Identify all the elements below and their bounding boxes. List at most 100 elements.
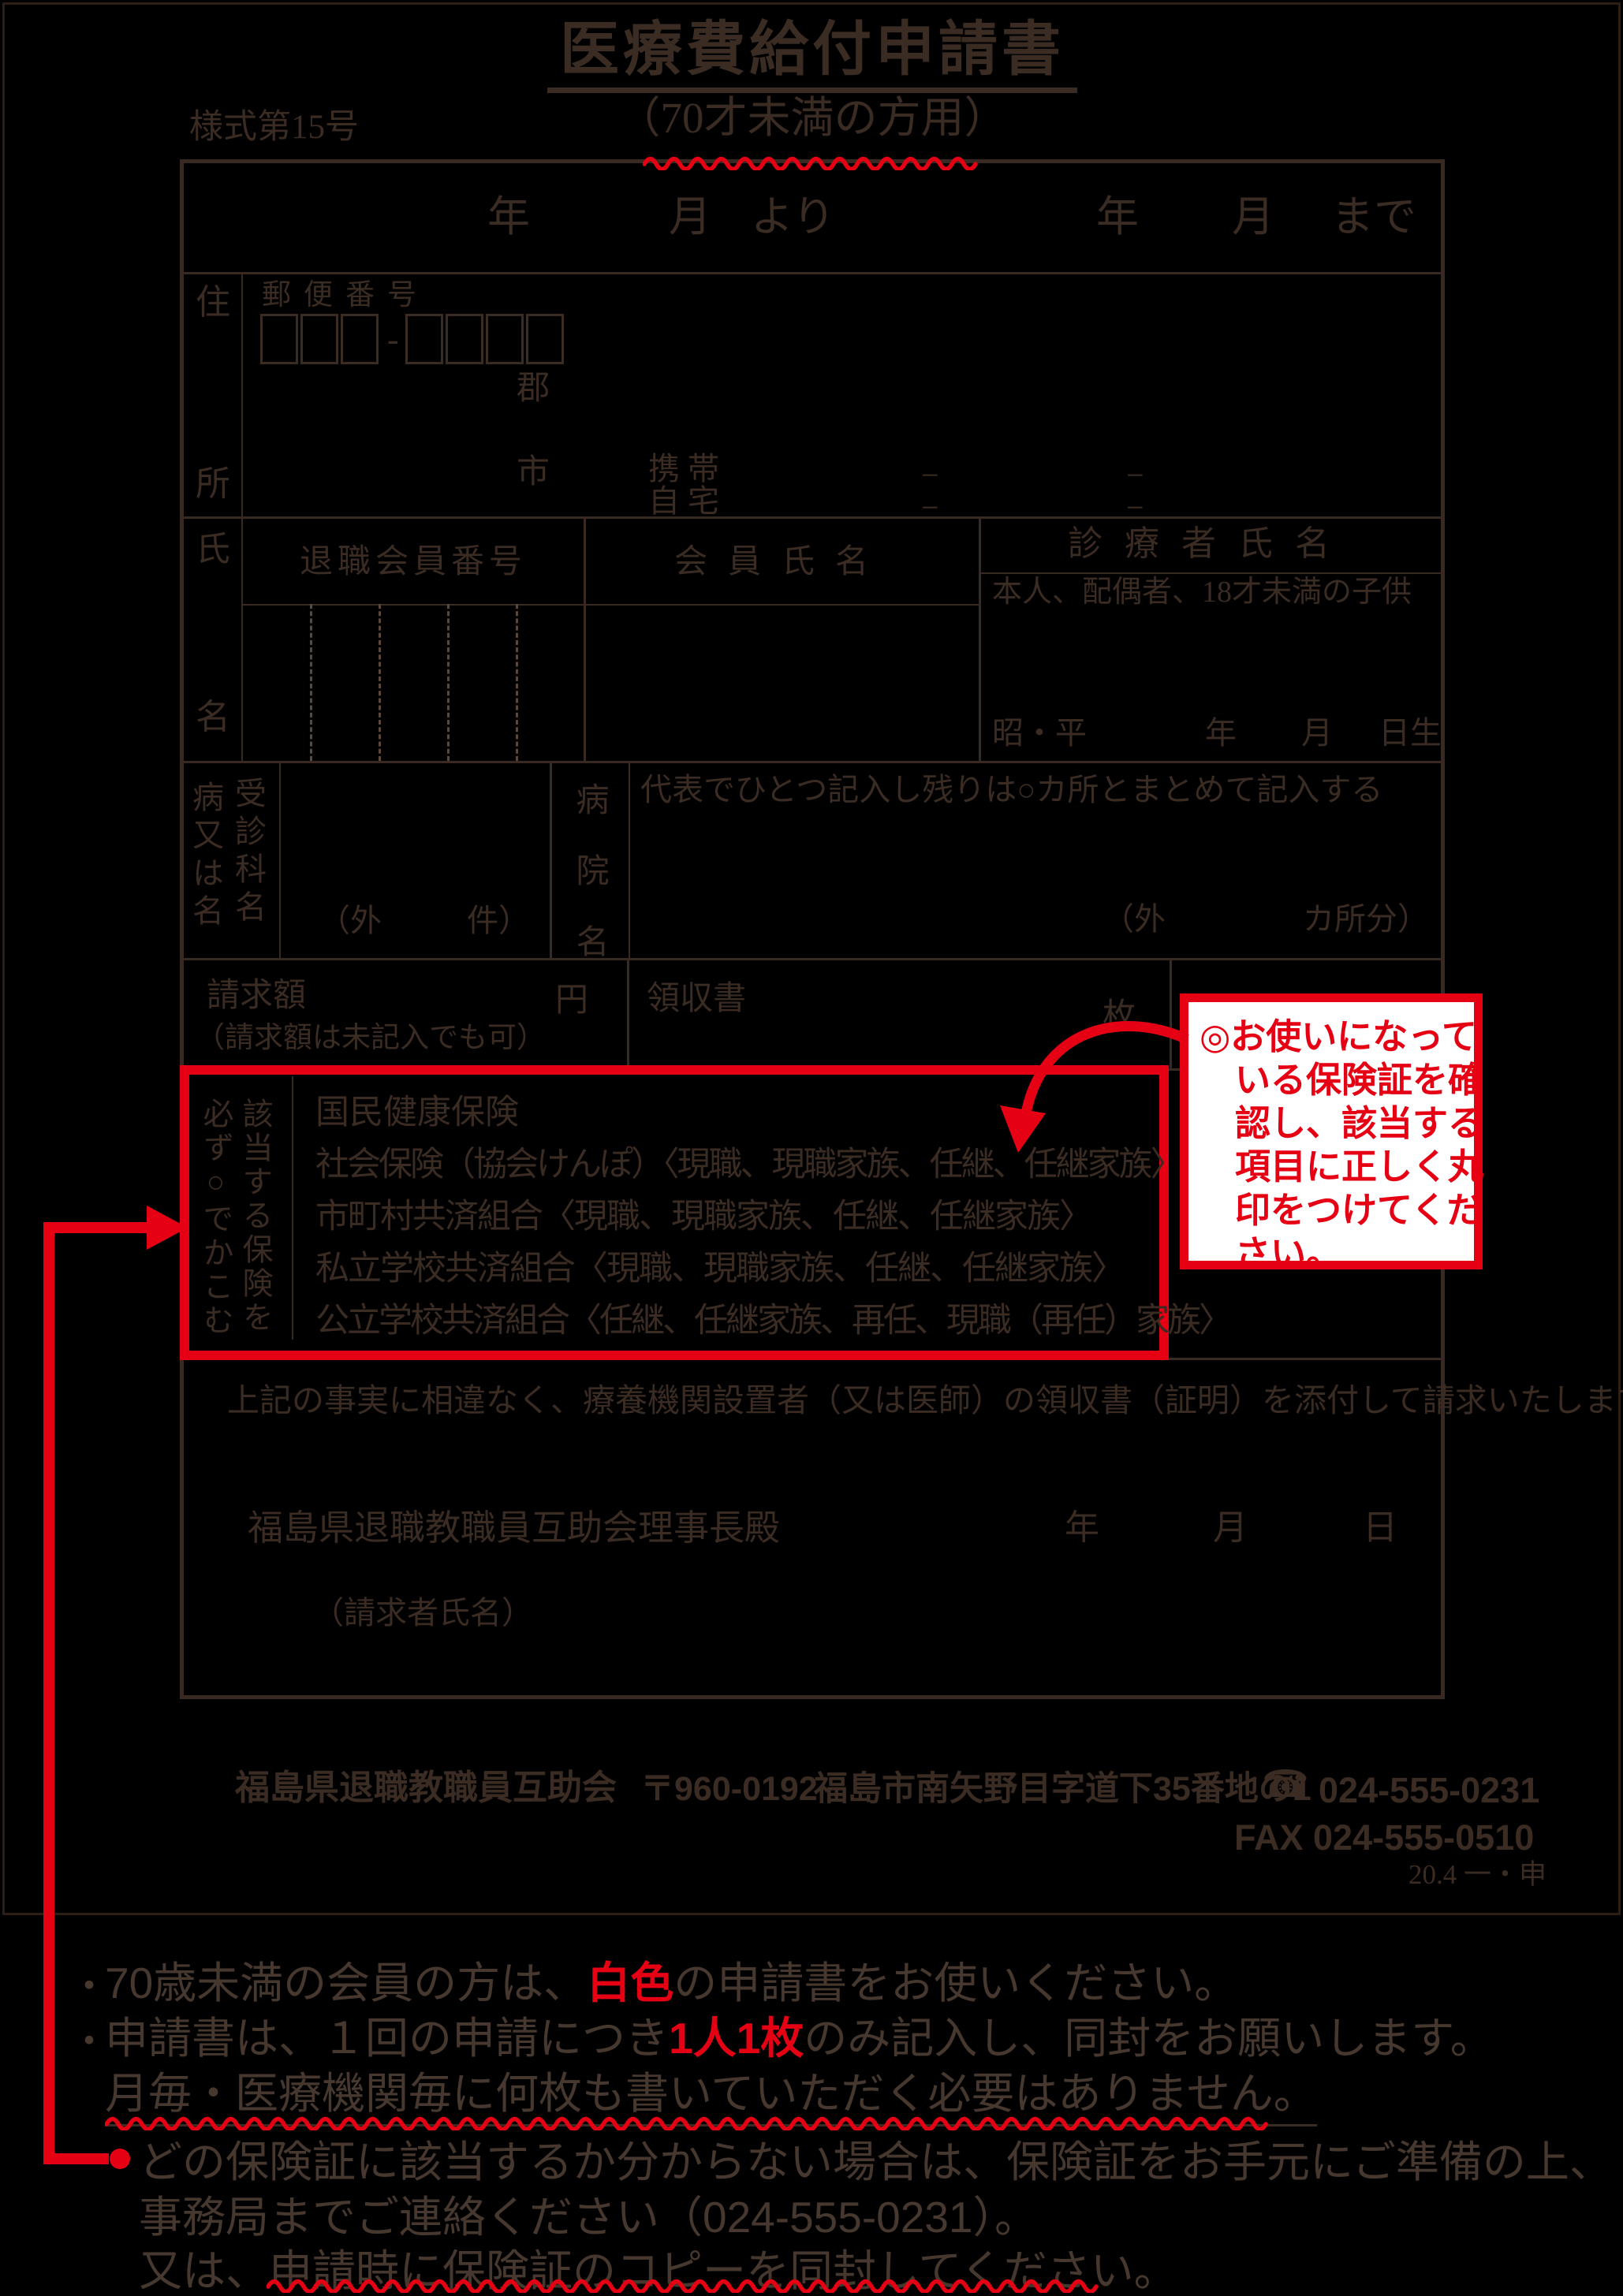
period-from: より — [751, 193, 835, 240]
disease-count-close: 件） — [467, 903, 530, 938]
note-2-pre: 申請書は、１回の申請につき — [105, 2014, 670, 2063]
amount-label: 請求額 — [207, 978, 307, 1014]
patient-sub-note: 本人、配偶者、18才未満の子供 — [992, 576, 1412, 609]
postal-box — [525, 314, 564, 364]
home-dash-1: − — [921, 490, 939, 525]
note-6-pre: 又は、 — [139, 2246, 270, 2295]
insurance-option-shichoson: 市町村共済組合〈現職、現職家族、任継、任継家族〉 — [315, 1198, 1093, 1236]
page-subtitle: （70才未満の方用） — [617, 94, 1008, 142]
form-code: 様式第15号 — [189, 109, 359, 146]
mobile-dash-2: − — [1126, 457, 1144, 493]
city-label: 市 — [517, 454, 550, 490]
footer-address: 福島市南矢野目字道下35番地の1 — [814, 1770, 1311, 1808]
phone-icon: ☎ — [1262, 1764, 1309, 1806]
birth-month: 月 — [1301, 715, 1333, 751]
postal-box — [485, 314, 524, 364]
note-line-4: どの保険証に該当するか分からない場合は、保険証をお手元にご準備の上、 — [139, 2138, 1613, 2186]
postal-hyphen: - — [387, 319, 399, 359]
connector-bullet-dot — [110, 2149, 130, 2169]
note-1-post: の申請書をお使いください。 — [673, 1959, 1238, 2007]
hospital-count-close: カ所分） — [1303, 901, 1429, 937]
postal-code-label: 郵便番号 — [262, 279, 429, 311]
declaration-statement: 上記の事実に相違なく、療養機関設置者（又は医師）の領収書（証明）を添付して請求い… — [227, 1382, 1623, 1418]
period-to: まで — [1331, 193, 1416, 240]
period-month-from: 月 — [669, 193, 711, 240]
note-6-wavy-underline — [266, 2276, 1099, 2294]
note-bullet-1: ・ — [69, 1964, 109, 2008]
footer-fax: FAX 024-555-0510 — [1234, 1817, 1535, 1858]
disease-label-right: 受診科名 — [230, 777, 266, 928]
mobile-label: 携帯 — [648, 451, 727, 486]
note-line-1: 70歳未満の会員の方は、白色の申請書をお使いください。 — [105, 1962, 1237, 2005]
postal-box — [405, 314, 443, 364]
postal-code-boxes: - — [260, 314, 566, 364]
footer-phone: 024-555-0231 — [1319, 1770, 1540, 1810]
footer-postal: 〒960-0192 — [640, 1770, 818, 1808]
birth-year: 年 — [1205, 715, 1237, 751]
note-2-highlight: 1人1枚 — [669, 2014, 804, 2063]
insurance-label-col-right: 該当する保険を — [238, 1098, 272, 1335]
declaration-addressee: 福島県退職教職員互助会理事長殿 — [248, 1508, 781, 1548]
member-no-header: 退職会員番号 — [299, 544, 528, 580]
footer-org: 福島県退職教職員互助会 — [235, 1769, 617, 1807]
birth-day: 日生 — [1379, 715, 1442, 751]
declaration-day: 日 — [1363, 1508, 1397, 1547]
hospital-note: 代表でひとつ記入し残りは○カ所とまとめて記入する — [640, 772, 1383, 807]
amount-yen: 円 — [555, 982, 589, 1019]
declaration-year: 年 — [1065, 1508, 1099, 1547]
annotation-line: さい。 — [1235, 1233, 1342, 1273]
birth-era: 昭・平 — [992, 715, 1087, 751]
note-line-2: 申請書は、１回の申請につき1人1枚のみ記入し、同封をお願いします。 — [105, 2017, 1494, 2060]
note-1-highlight: 白色 — [587, 1959, 674, 2007]
period-month-to: 月 — [1232, 193, 1274, 240]
hospital-label: 病院名 — [571, 782, 607, 995]
postal-box — [260, 314, 298, 364]
address-label-bottom: 所 — [196, 464, 230, 503]
annotation-line: 項目に正しく丸 — [1235, 1146, 1484, 1187]
receipt-sheets: 枚 — [1103, 998, 1136, 1034]
home-label: 自宅 — [648, 483, 727, 519]
note-3-text: 月毎・医療機関毎に何枚も書いていただく必要はありません。 — [105, 2069, 1317, 2126]
note-line-5: 事務局までご連絡ください（024-555-0231）。 — [139, 2193, 1039, 2242]
patient-name-header: 診療者氏名 — [1068, 524, 1352, 563]
annotation-line: 印をつけてくだ — [1235, 1190, 1483, 1230]
insurance-option-koritsu: 公立学校共済組合〈任継、任継家族、再任、現職（再任）家族〉 — [315, 1303, 1233, 1340]
county-label: 郡 — [517, 371, 550, 407]
postal-box — [341, 314, 379, 364]
note-bullet-2: ・ — [69, 2019, 109, 2063]
amount-note: （請求額は未記入でも可） — [196, 1022, 546, 1054]
edition-stamp: 20.4 一・申 — [1408, 1859, 1547, 1890]
postal-box — [300, 314, 338, 364]
name-label-top: 氏 — [196, 530, 230, 568]
insurance-selection-box — [180, 1065, 1169, 1360]
insurance-option-shakai: 社会保険（協会けんぽ）〈現職、現職家族、任継、任継家族〉 — [315, 1146, 1184, 1183]
declaration-month: 月 — [1213, 1508, 1248, 1547]
period-year-to: 年 — [1096, 193, 1139, 240]
receipt-label: 領収書 — [647, 981, 747, 1017]
name-label-bottom: 名 — [196, 698, 230, 736]
note-3-wavy-underline — [104, 2113, 1280, 2132]
mobile-dash-1: − — [921, 457, 939, 493]
disease-count-open: （外 — [319, 903, 382, 938]
annotation-line: いる保険証を確 — [1235, 1060, 1484, 1100]
postal-box — [445, 314, 483, 364]
hospital-count-open: （外 — [1103, 901, 1166, 937]
address-label-top: 住 — [196, 283, 230, 322]
annotation-line: 認し、該当する — [1235, 1103, 1484, 1143]
note-2-post: のみ記入し、同封をお願いします。 — [804, 2014, 1494, 2063]
period-year-from: 年 — [487, 193, 530, 240]
home-dash-2: − — [1126, 490, 1144, 525]
note-1-pre: 70歳未満の会員の方は、 — [105, 1959, 588, 2007]
disease-label-left: 病又は名 — [188, 781, 223, 932]
annotation-box: ◎お使いになって いる保険証を確 認し、該当する 項目に正しく丸 印をつけてくだ… — [1180, 993, 1484, 1273]
note-line-3: 月毎・医療機関毎に何枚も書いていただく必要はありません。 — [105, 2069, 1317, 2126]
applicant-name-label: （請求者氏名） — [312, 1595, 533, 1631]
page-title: 医療費給付申請書 — [547, 20, 1078, 93]
subtitle-wavy-underline — [642, 153, 980, 172]
insurance-option-shiritsu: 私立学校共済組合〈現職、現職家族、任継、任継家族〉 — [315, 1250, 1125, 1288]
member-name-header: 会員氏名 — [673, 544, 890, 580]
insurance-option-kokumin: 国民健康保険 — [315, 1094, 519, 1131]
insurance-label-col-left: 必ず○でかこむ — [199, 1098, 233, 1338]
document-frame — [2, 2, 1621, 1915]
